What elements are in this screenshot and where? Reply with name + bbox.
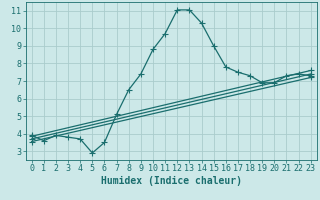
X-axis label: Humidex (Indice chaleur): Humidex (Indice chaleur) — [101, 176, 242, 186]
